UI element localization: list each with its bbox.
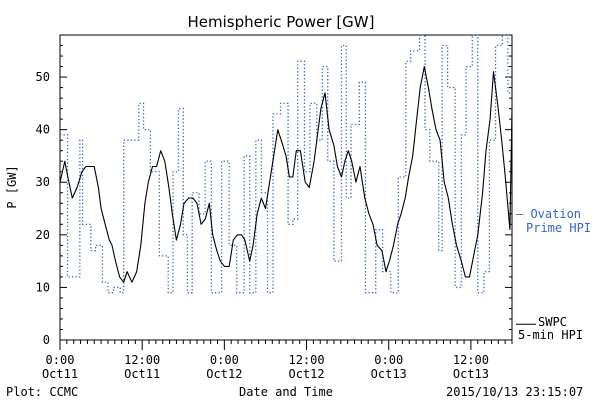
- x-axis-label: Date and Time: [239, 385, 333, 399]
- footer-timestamp: 2015/10/13 23:15:07: [446, 385, 583, 399]
- legend-swpc-line2: 5-min HPI: [518, 328, 583, 342]
- y-axis: 0 10 20 30 40 50: [36, 34, 512, 347]
- x-tick-label-time: 12:00: [124, 353, 160, 367]
- y-axis-label: P [GW]: [5, 165, 19, 208]
- chart-title: Hemispheric Power [GW]: [188, 13, 375, 31]
- x-tick-label-time: 0:00: [210, 353, 239, 367]
- series-layer: [59, 34, 513, 294]
- footer-credit: Plot: CCMC: [6, 385, 78, 399]
- y-tick-label: 30: [36, 175, 50, 189]
- y-tick-label: 10: [36, 280, 50, 294]
- series-line-ovation-prime-hpi: [60, 34, 512, 294]
- legend-ovation-line2: Prime HPI: [526, 221, 591, 235]
- x-tick-label-date: Oct11: [42, 367, 78, 381]
- x-axis: 0:00Oct1112:00Oct110:00Oct1212:00Oct120:…: [42, 340, 513, 381]
- legend-swpc-line1: SWPC: [538, 315, 567, 329]
- x-tick-label-time: 0:00: [374, 353, 403, 367]
- x-tick-label-time: 12:00: [288, 353, 324, 367]
- series-line-swpc-5min-hpi: [59, 66, 513, 283]
- x-tick-label-date: Oct12: [288, 367, 324, 381]
- x-tick-label-date: Oct12: [206, 367, 242, 381]
- y-tick-label: 40: [36, 123, 50, 137]
- plot-frame: [59, 34, 513, 341]
- x-tick-label-date: Oct13: [453, 367, 489, 381]
- y-tick-label: 50: [36, 70, 50, 84]
- x-tick-label-time: 0:00: [46, 353, 75, 367]
- x-tick-label-time: 12:00: [453, 353, 489, 367]
- y-tick-label: 0: [43, 333, 50, 347]
- legend-ovation-line1: — Ovation: [516, 207, 581, 221]
- x-tick-label-date: Oct13: [371, 367, 407, 381]
- y-tick-label: 20: [36, 228, 50, 242]
- x-tick-label-date: Oct11: [124, 367, 160, 381]
